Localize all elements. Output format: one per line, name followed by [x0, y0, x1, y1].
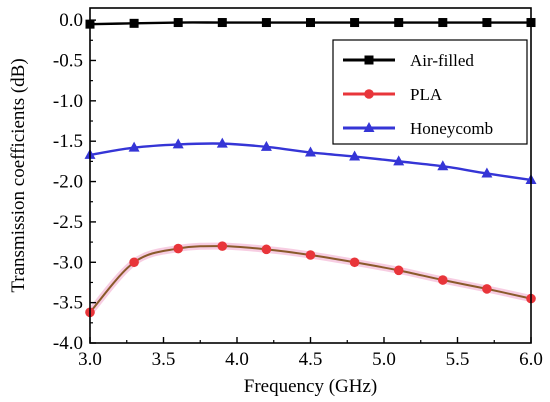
y-tick-label: -0.5 [53, 50, 83, 71]
legend-item-pla: PLA [343, 85, 443, 104]
legend-label: Air-filled [410, 51, 474, 70]
y-tick-label: -2.0 [53, 172, 83, 193]
y-tick-label: -3.5 [53, 293, 83, 314]
x-axis-title: Frequency (GHz) [244, 376, 377, 397]
legend-label: Honeycomb [410, 119, 493, 138]
data-point [438, 18, 448, 28]
series-air-filled [85, 18, 536, 29]
x-tick-label: 6.0 [519, 349, 543, 370]
data-point [438, 275, 448, 285]
y-tick-label: -1.5 [53, 131, 83, 152]
legend-swatch-marker [363, 122, 375, 132]
data-point [349, 150, 361, 161]
x-tick-label: 3.0 [78, 349, 102, 370]
x-tick-label: 4.5 [299, 349, 323, 370]
y-tick-label: -4.0 [53, 333, 83, 354]
data-point [482, 284, 492, 294]
ticks-layer: 3.0 3.5 4.0 4.5 5.0 5.5 6.0 0.0 -0.5 -1.0 -1.5 -2.0… [53, 10, 543, 370]
legend-swatch-marker [364, 89, 374, 99]
y-tick-label: -1.0 [53, 91, 83, 112]
data-point [216, 137, 228, 148]
data-point [306, 18, 315, 28]
data-point [394, 18, 404, 28]
y-tick-label: -3.0 [53, 252, 83, 273]
x-tick-label: 5.5 [446, 349, 470, 370]
legend-label: PLA [410, 85, 443, 104]
x-tick-label: 4.0 [225, 349, 249, 370]
data-point [173, 243, 183, 254]
x-tick-label: 3.5 [152, 349, 176, 370]
data-point [173, 18, 183, 28]
data-point [217, 18, 227, 28]
y-tick-label: -2.5 [53, 212, 83, 233]
data-point [260, 140, 272, 151]
y-tick-label: 0.0 [59, 10, 83, 31]
legend-item-air-filled: Air-filled [343, 51, 474, 70]
legend: Air-filled PLA Honeycomb [332, 39, 528, 145]
data-point [482, 18, 492, 28]
data-point [305, 250, 316, 260]
data-point [437, 160, 449, 171]
data-point [350, 18, 360, 28]
data-point [481, 167, 493, 178]
data-point [305, 146, 316, 157]
data-point [261, 244, 272, 255]
legend-swatch-marker [364, 55, 374, 65]
data-point [393, 155, 405, 166]
data-point [129, 18, 139, 28]
x-tick-label: 5.0 [372, 349, 396, 370]
y-axis-title: Transmission coefficients (dB) [8, 58, 29, 292]
data-point [172, 138, 184, 149]
data-point [217, 241, 228, 251]
data-point [261, 18, 271, 28]
data-point [393, 265, 404, 276]
data-point [349, 257, 360, 268]
plot-layer [84, 18, 537, 318]
data-point [129, 257, 139, 268]
data-point [128, 141, 140, 152]
series-pla [85, 241, 536, 318]
legend-item-honeycomb: Honeycomb [343, 119, 493, 138]
